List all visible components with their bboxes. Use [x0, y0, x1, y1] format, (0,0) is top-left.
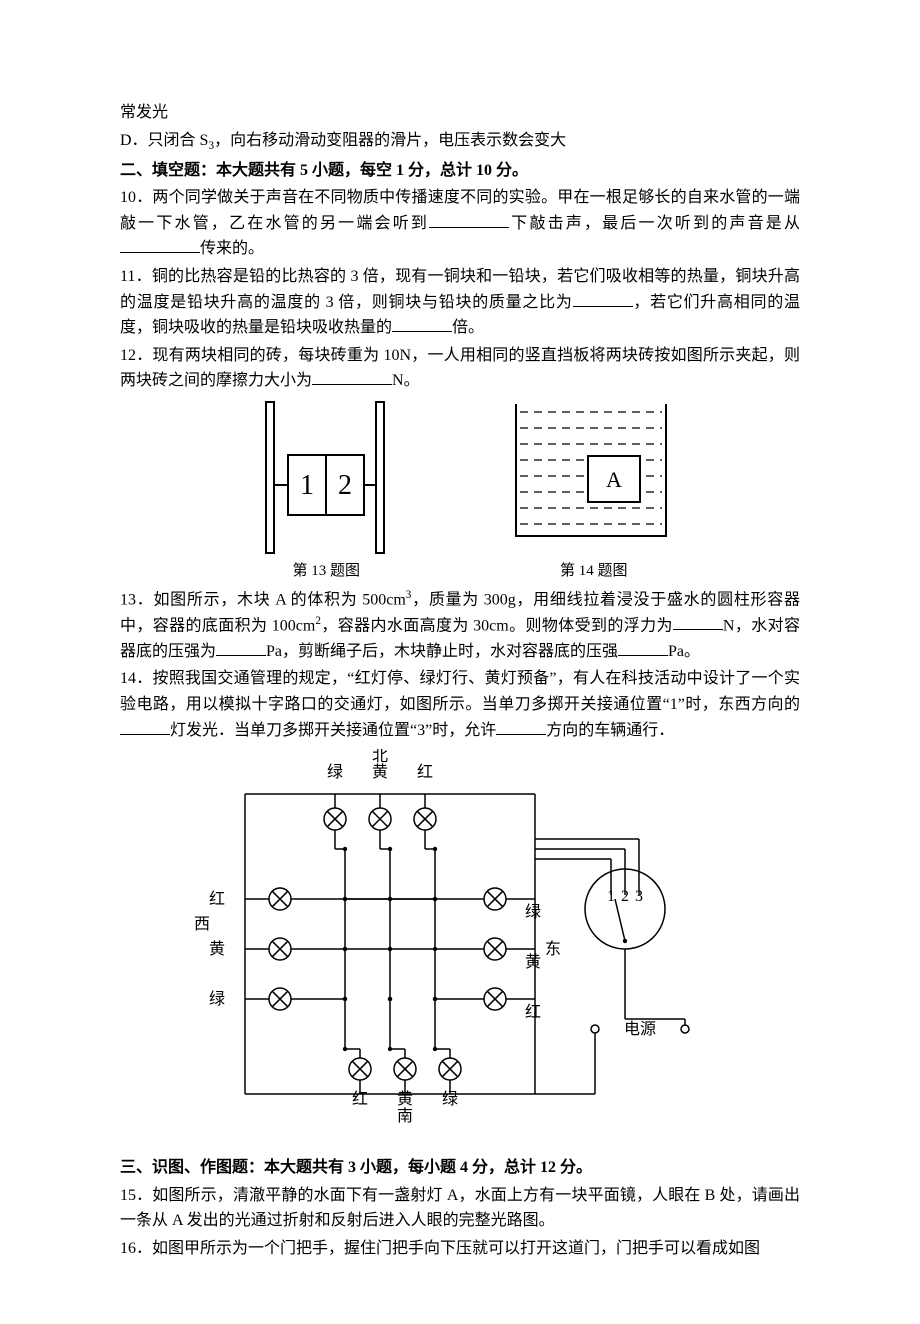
fragment-text: 常发光 — [120, 100, 800, 126]
svg-text:绿: 绿 — [525, 903, 541, 921]
blank[interactable] — [120, 718, 170, 735]
svg-text:西: 西 — [194, 916, 210, 933]
text: ，向右移动滑动变阻器的滑片，电压表示数会变大 — [214, 132, 566, 149]
blank[interactable] — [573, 290, 633, 307]
text: 下敲击声，最后一次听到的声音是从 — [509, 215, 800, 232]
blank[interactable] — [312, 368, 392, 385]
blank[interactable] — [673, 613, 723, 630]
text: Pa。 — [668, 643, 700, 660]
circuit-figure: 绿黄红北红黄绿西绿黄红东红黄绿南123电源 — [120, 749, 800, 1149]
figure-13-caption: 第 13 题图 — [292, 559, 360, 583]
text: 13．如图所示，木块 A 的体积为 500cm — [120, 591, 406, 608]
section-2-title: 二、填空题：本大题共有 5 小题，每空 1 分，总计 10 分。 — [120, 158, 800, 184]
question-14: 14．按照我国交通管理的规定，“红灯停、绿灯行、黄灯预备”，有人在科技活动中设计… — [120, 666, 800, 743]
text: 方向的车辆通行． — [546, 722, 674, 739]
text: 灯发光．当单刀多掷开关接通位置“3”时，允许 — [170, 722, 496, 739]
question-13: 13．如图所示，木块 A 的体积为 500cm3，质量为 300g，用细线拉着浸… — [120, 587, 800, 664]
text: 倍。 — [452, 319, 484, 336]
blank[interactable] — [120, 236, 200, 253]
figure-14: A — [510, 400, 670, 555]
blank[interactable] — [429, 211, 509, 228]
svg-text:黄: 黄 — [525, 953, 541, 971]
blank[interactable] — [496, 718, 546, 735]
text: N。 — [392, 372, 420, 389]
section-3-title: 三、识图、作图题：本大题共有 3 小题，每小题 4 分，总计 12 分。 — [120, 1155, 800, 1181]
svg-text:A: A — [606, 467, 622, 492]
svg-text:黄: 黄 — [397, 1090, 413, 1108]
figure-14-caption: 第 14 题图 — [560, 559, 628, 583]
question-10: 10．两个同学做关于声音在不同物质中传播速度不同的实验。甲在一根足够长的自来水管… — [120, 185, 800, 262]
text: ，容器内水面高度为 30cm。则物体受到的浮力为 — [321, 617, 673, 634]
text: 12．现有两块相同的砖，每块砖重为 10N，一人用相同的竖直挡板将两块砖按如图所… — [120, 347, 800, 390]
svg-text:红: 红 — [352, 1090, 368, 1108]
svg-text:东: 东 — [545, 940, 561, 958]
blank[interactable] — [618, 639, 668, 656]
figure-row: 12 A — [120, 400, 800, 555]
svg-text:黄: 黄 — [209, 940, 225, 958]
svg-text:绿: 绿 — [442, 1090, 458, 1108]
blank[interactable] — [392, 315, 452, 332]
svg-text:北: 北 — [372, 749, 388, 765]
svg-text:南: 南 — [397, 1107, 413, 1125]
svg-text:1: 1 — [300, 470, 314, 501]
question-16: 16．如图甲所示为一个门把手，握住门把手向下压就可以打开这道门，门把手可以看成如… — [120, 1236, 800, 1262]
svg-text:红: 红 — [417, 763, 433, 781]
blank[interactable] — [216, 639, 266, 656]
question-12: 12．现有两块相同的砖，每块砖重为 10N，一人用相同的竖直挡板将两块砖按如图所… — [120, 343, 800, 394]
svg-text:绿: 绿 — [327, 763, 343, 781]
text: Pa，剪断绳子后，木块静止时，水对容器底的压强 — [266, 643, 618, 660]
question-15: 15．如图所示，清澈平静的水面下有一盏射灯 A，水面上方有一块平面镜，人眼在 B… — [120, 1183, 800, 1234]
svg-text:黄: 黄 — [372, 763, 388, 781]
caption-row: 第 13 题图 第 14 题图 — [120, 559, 800, 583]
text: D．只闭合 S — [120, 132, 208, 149]
svg-text:红: 红 — [525, 1003, 541, 1021]
question-11: 11．铜的比热容是铅的比热容的 3 倍，现有一铜块和一铅块，若它们吸收相等的热量… — [120, 264, 800, 341]
svg-text:电源: 电源 — [624, 1020, 656, 1038]
svg-text:红: 红 — [209, 890, 225, 908]
page-container: 常发光 D．只闭合 S3，向右移动滑动变阻器的滑片，电压表示数会变大 二、填空题… — [0, 0, 920, 1324]
text: 14．按照我国交通管理的规定，“红灯停、绿灯行、黄灯预备”，有人在科技活动中设计… — [120, 670, 800, 713]
svg-text:2: 2 — [338, 470, 352, 501]
text: 传来的。 — [200, 240, 264, 257]
figure-13: 12 — [250, 400, 400, 555]
svg-text:绿: 绿 — [209, 990, 225, 1008]
option-d: D．只闭合 S3，向右移动滑动变阻器的滑片，电压表示数会变大 — [120, 128, 800, 156]
